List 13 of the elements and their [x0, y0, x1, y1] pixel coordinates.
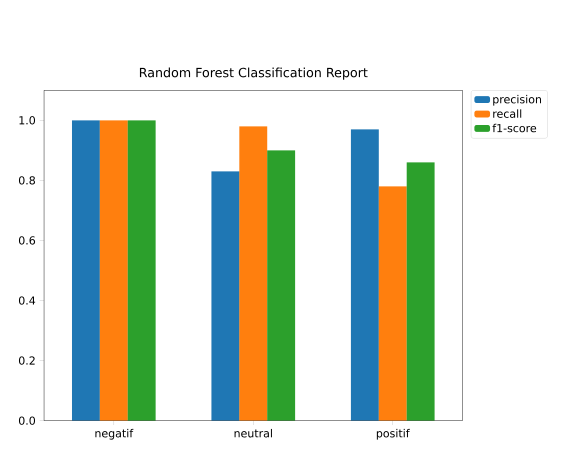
x-tick-label: negatif [95, 429, 134, 440]
legend-label: f1-score [492, 124, 536, 132]
x-tick-label: positif [376, 429, 410, 440]
y-tick-label: 0.6 [18, 236, 36, 245]
y-tick-label: 0.0 [18, 416, 36, 425]
y-tick-label: 0.8 [18, 176, 35, 185]
legend-label: recall [493, 109, 522, 118]
y-tick-label: 1.0 [19, 116, 36, 125]
x-tick-label: neutral [234, 429, 272, 438]
legend-label: precision [493, 95, 542, 106]
chart-title: Random Forest Classification Report [140, 68, 368, 80]
y-tick-label: 0.2 [18, 356, 35, 365]
y-tick-label: 0.4 [18, 296, 36, 305]
